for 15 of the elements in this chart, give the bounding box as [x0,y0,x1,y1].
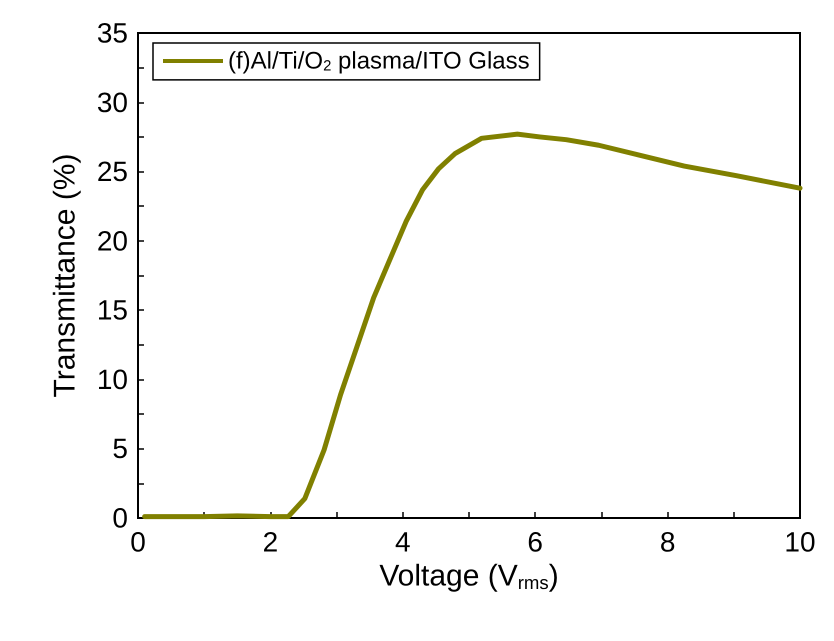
y-tick-label: 0 [112,502,128,534]
legend-label: (f)Al/Ti/O2 plasma/ITO Glass [228,48,530,74]
y-tick-label: 15 [96,294,128,326]
y-tick-label: 10 [96,364,128,395]
x-tick-label: 6 [527,526,543,558]
x-tick-label: 8 [660,526,676,558]
x-tick-label: 4 [395,526,411,558]
y-tick-label: 5 [112,433,128,464]
y-tick-label: 35 [96,18,128,48]
y-axis-title: Transmittance (%) [48,154,82,398]
x-tick-label: 2 [262,526,278,558]
y-tick-label: 30 [96,86,128,118]
x-tick-label: 10 [784,526,816,558]
y-tick-label: 25 [96,156,128,188]
y-tick-label: 20 [96,225,128,256]
